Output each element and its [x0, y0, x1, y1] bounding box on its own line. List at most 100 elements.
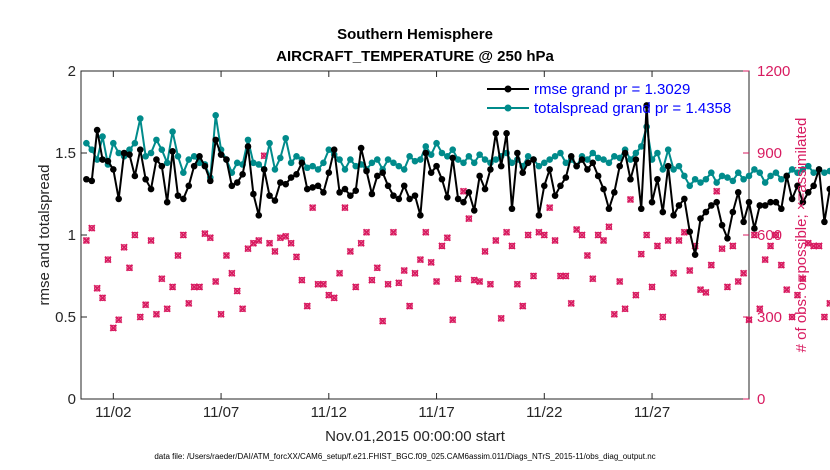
right-tick-label: 900	[757, 145, 782, 162]
obs-possible-point	[147, 237, 155, 244]
obs-possible-point	[708, 261, 715, 269]
rmse-point	[481, 185, 489, 193]
totalspread-point	[93, 156, 101, 163]
totalspread-point	[664, 146, 672, 154]
left-tick-label: 1.5	[55, 145, 76, 162]
obs-possible-point	[255, 237, 262, 244]
obs-possible-point	[772, 231, 780, 239]
obs-possible-point	[304, 302, 311, 310]
rmse-point	[131, 172, 139, 180]
totalspread-point	[476, 151, 483, 158]
rmse-point	[260, 166, 268, 173]
rmse-point	[578, 156, 586, 163]
obs-possible-point	[616, 278, 623, 285]
totalspread-point	[341, 166, 349, 173]
x-axis-ticks: 11/02 11/07 11/12 11/17 11/22 11/27	[95, 71, 670, 421]
rmse-point	[347, 192, 354, 199]
obs-possible-point	[99, 294, 106, 302]
legend-totalspread-marker	[504, 104, 512, 112]
rmse-point	[713, 198, 720, 206]
rmse-point	[271, 197, 279, 204]
totalspread-point	[470, 159, 478, 167]
rmse-point	[233, 179, 241, 186]
right-axis-ticks: 0 300 600 900 1200	[743, 63, 790, 408]
totalspread-point	[637, 143, 645, 150]
totalspread-point	[384, 156, 392, 163]
rmse-point	[573, 162, 580, 170]
rmse-point	[788, 195, 796, 203]
obs-possible-point	[783, 286, 790, 293]
obs-possible-point	[223, 252, 230, 259]
obs-possible-point	[120, 244, 128, 251]
rmse-point	[174, 192, 182, 199]
rmse-point	[772, 198, 780, 206]
rmse-point	[110, 166, 117, 173]
totalspread-point	[562, 159, 570, 167]
totalspread-point	[185, 156, 193, 163]
rmse-point	[223, 156, 230, 163]
totalspread-point	[804, 162, 812, 170]
obs-possible-point	[697, 286, 704, 293]
totalspread-point	[115, 149, 123, 157]
obs-possible-point	[541, 231, 548, 239]
left-axis-ticks: 0 0.5 1 1.5 2	[55, 63, 87, 408]
obs-possible-point	[110, 324, 117, 332]
rmse-point	[810, 182, 817, 190]
totalspread-point	[433, 139, 440, 147]
rmse-point	[422, 149, 430, 157]
obs-possible-point	[648, 283, 656, 291]
right-tick-label: 0	[757, 391, 765, 408]
totalspread-point	[255, 161, 263, 168]
obs-possible-point	[357, 239, 365, 247]
totalspread-point	[190, 152, 198, 160]
obs-possible-point	[524, 231, 532, 239]
rmse-point	[562, 174, 570, 181]
obs-possible-series	[83, 152, 830, 332]
totalspread-point	[611, 152, 618, 160]
totalspread-point	[400, 166, 408, 173]
totalspread-point	[293, 152, 300, 160]
obs-possible-point	[417, 256, 424, 263]
rmse-point	[664, 162, 672, 170]
totalspread-point	[826, 167, 830, 175]
legend-totalspread-label: totalspread grand pr = 1.4358	[534, 100, 731, 117]
rmse-line	[86, 104, 830, 256]
obs-possible-point	[594, 231, 602, 239]
rmse-point	[93, 126, 101, 134]
obs-possible-point	[309, 204, 316, 211]
rmse-point	[611, 189, 618, 196]
rmse-point	[449, 154, 457, 162]
totalspread-point	[594, 154, 602, 162]
obs-possible-point	[163, 305, 171, 312]
rmse-point	[778, 205, 785, 213]
totalspread-point	[169, 128, 176, 135]
rmse-point	[126, 151, 133, 158]
rmse-point	[352, 187, 360, 195]
rmse-point	[427, 169, 435, 176]
obs-possible-point	[724, 283, 731, 291]
rmse-point	[277, 179, 284, 186]
totalspread-point	[147, 149, 155, 157]
obs-possible-point	[282, 233, 289, 240]
rmse-point	[330, 146, 338, 154]
obs-possible-point	[508, 242, 516, 250]
obs-possible-point	[627, 196, 634, 203]
rmse-point	[724, 234, 731, 242]
totalspread-point	[153, 136, 160, 144]
rmse-point	[400, 182, 408, 190]
totalspread-point	[799, 166, 807, 173]
rmse-point	[503, 130, 510, 137]
rmse-point	[153, 156, 160, 163]
obs-possible-point	[735, 278, 742, 285]
totalspread-point	[751, 166, 758, 173]
rmse-point	[169, 148, 176, 155]
totalspread-point	[352, 162, 360, 170]
x-tick-label: 11/27	[634, 404, 670, 421]
rmse-point	[120, 149, 128, 157]
totalspread-point	[320, 159, 327, 167]
rmse-point	[729, 208, 737, 216]
totalspread-point	[810, 169, 817, 176]
totalspread-point	[303, 164, 311, 172]
totalspread-point	[390, 159, 397, 167]
